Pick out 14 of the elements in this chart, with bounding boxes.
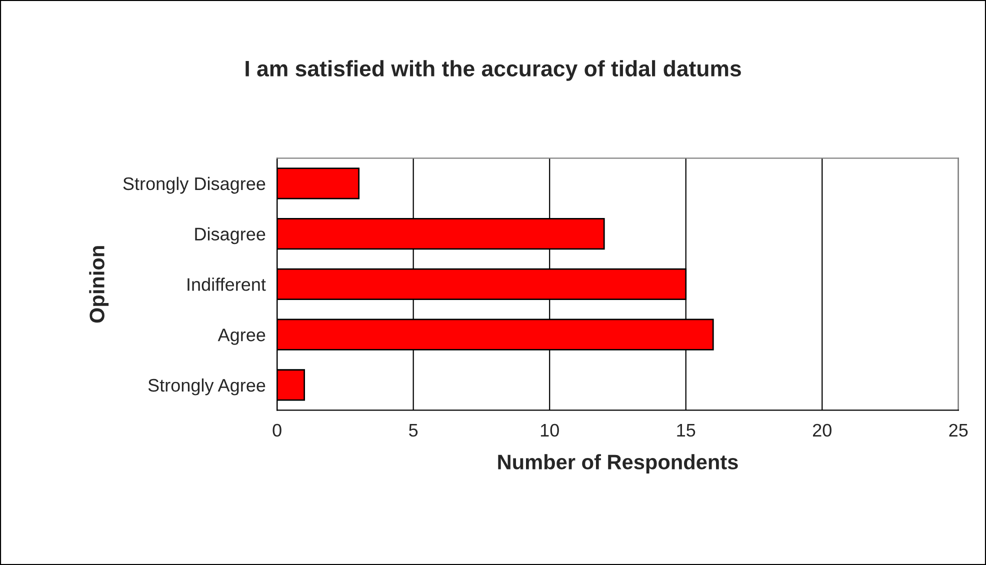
y-tick-label: Indifferent — [188, 278, 266, 291]
x-tick-label: 0 — [272, 424, 282, 437]
x-tick-label: 25 — [949, 424, 968, 437]
y-tick-label: Agree — [218, 328, 266, 345]
x-tick-label: 5 — [409, 424, 418, 437]
y-axis-title: Opinion — [89, 246, 109, 323]
chart-title: I am satisfied with the accuracy of tidal datums — [246, 60, 741, 81]
y-tick-label: Strongly Agree — [148, 378, 266, 396]
x-tick-label: 15 — [677, 424, 696, 437]
x-axis-title: Number of Respondents — [498, 454, 738, 474]
y-tick-label: Strongly Disagree — [123, 176, 266, 194]
x-tick-label: 20 — [812, 424, 832, 437]
y-tick-label: Disagree — [195, 227, 266, 244]
x-tick-label: 10 — [540, 424, 559, 437]
